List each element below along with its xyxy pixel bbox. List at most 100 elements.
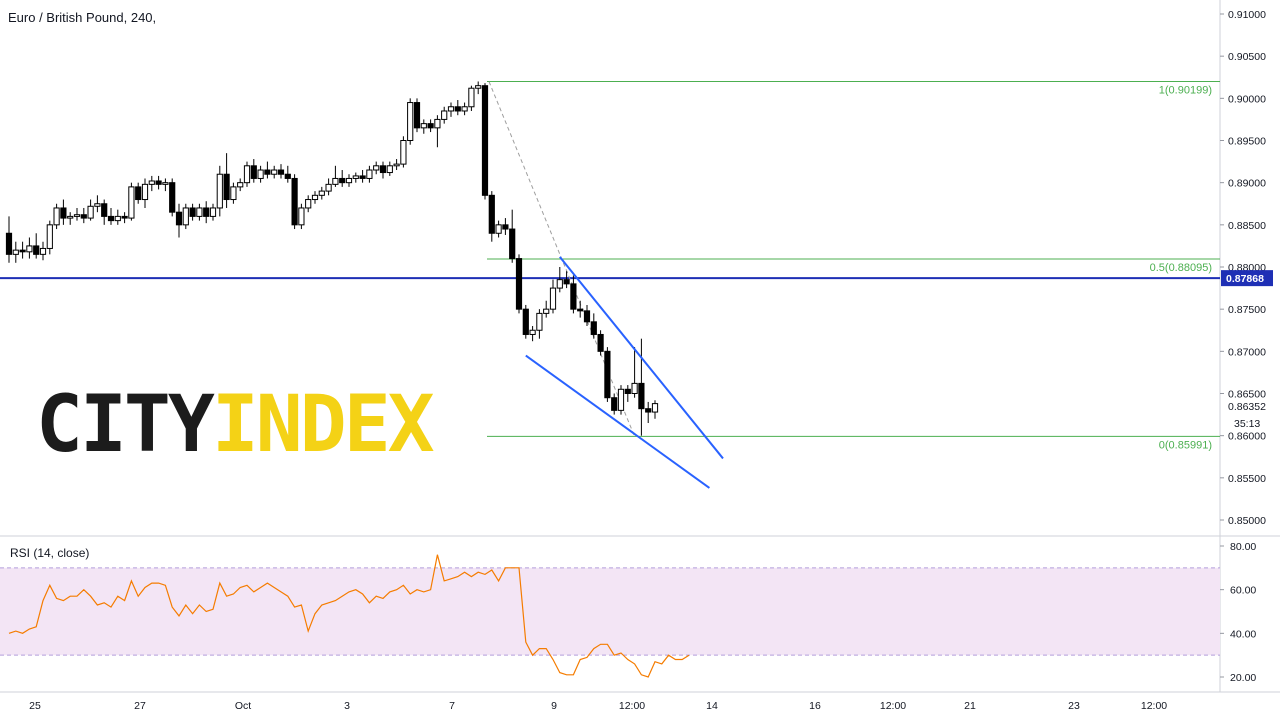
fib-level-label: 1(0.90199) — [1159, 85, 1212, 97]
candle-up — [529, 329, 536, 335]
candle-up — [26, 245, 33, 253]
candle-down — [624, 388, 631, 394]
candle-up — [148, 180, 155, 185]
candle-down — [107, 215, 115, 222]
candle-up — [39, 247, 47, 255]
rsi-title: RSI (14, close) — [10, 546, 90, 560]
price-tick-label: 0.86000 — [1228, 431, 1266, 443]
candle-down — [291, 177, 298, 226]
candle-up — [441, 110, 448, 120]
candle-down — [509, 228, 516, 260]
candle-up — [536, 312, 543, 331]
current-price-label: 0.86352 — [1228, 401, 1266, 413]
candle-up — [495, 224, 502, 234]
time-tick-label: 27 — [134, 700, 146, 712]
candle-up — [298, 207, 305, 226]
candle-down — [488, 194, 495, 234]
city-index-logo: CITYINDEX — [36, 386, 435, 464]
candle-up — [257, 169, 264, 179]
horizontal-level-value: 0.87868 — [1226, 273, 1264, 285]
time-tick-label: 9 — [551, 700, 557, 712]
candle-down — [277, 169, 285, 175]
candle-down — [563, 279, 570, 285]
candle-up — [468, 87, 475, 108]
rsi-tick-label: 40.00 — [1230, 628, 1256, 640]
time-tick-label: 23 — [1068, 700, 1080, 712]
candle-down — [203, 207, 210, 217]
candle-down — [80, 214, 87, 219]
candle-up — [407, 102, 414, 142]
candle-down — [175, 211, 183, 226]
price-tick-label: 0.90500 — [1228, 51, 1266, 63]
candle-down — [577, 308, 584, 312]
candle-up — [651, 403, 659, 413]
price-tick-label: 0.89500 — [1228, 136, 1266, 148]
candle-up — [631, 382, 638, 395]
fib-level-label: 0(0.85991) — [1159, 439, 1212, 451]
candle-up — [318, 190, 325, 196]
candle-up — [325, 183, 332, 192]
price-tick-label: 0.85500 — [1228, 473, 1266, 485]
candle-up — [216, 173, 223, 209]
candle-down — [169, 182, 176, 213]
candle-up — [311, 194, 319, 201]
rsi-line — [8, 554, 690, 678]
candle-up — [209, 207, 217, 217]
price-tick-label: 0.85000 — [1228, 515, 1266, 527]
candle-up — [53, 207, 60, 226]
candle-down — [604, 350, 611, 399]
candle-up — [271, 169, 278, 175]
rsi-tick-label: 20.00 — [1230, 672, 1256, 684]
candle-down — [101, 203, 108, 217]
candle-down — [5, 232, 13, 255]
candle-down — [413, 102, 421, 129]
candle-up — [366, 169, 373, 179]
candle-up — [67, 215, 74, 219]
candle-down — [502, 224, 509, 230]
candle-down — [379, 165, 387, 174]
candle-up — [237, 182, 244, 188]
candle-up — [230, 186, 237, 201]
candle-up — [46, 224, 53, 249]
candle-up — [12, 249, 19, 255]
candle-up — [352, 175, 359, 179]
candle-down — [515, 258, 523, 310]
price-tick-label: 0.87000 — [1228, 346, 1266, 358]
candle-up — [617, 388, 625, 411]
time-tick-label: 25 — [29, 700, 41, 712]
candle-up — [196, 207, 203, 217]
candle-up — [182, 207, 189, 226]
candle-down — [454, 106, 461, 112]
candle-up — [162, 182, 169, 185]
candle-down — [284, 173, 291, 179]
candle-up — [94, 203, 101, 207]
candle-up — [447, 106, 455, 112]
candle-down — [60, 207, 67, 219]
candle-up — [543, 308, 550, 314]
price-tick-label: 0.91000 — [1228, 9, 1266, 21]
logo-city: CITY — [36, 380, 215, 470]
candle-up — [373, 165, 380, 171]
price-tick-label: 0.89000 — [1228, 178, 1266, 190]
candle-up — [393, 163, 400, 167]
wedge-upper-line — [559, 256, 724, 460]
time-tick-label: 7 — [449, 700, 455, 712]
candle-up — [386, 165, 393, 174]
candle-up — [420, 123, 427, 129]
candle-up — [461, 106, 468, 112]
fib-level-label: 0.5(0.88095) — [1150, 262, 1212, 274]
time-tick-label: 12:00 — [1141, 700, 1167, 712]
candle-down — [189, 207, 196, 217]
candle-up — [434, 118, 441, 129]
candle-down — [583, 310, 591, 323]
candle-up — [87, 205, 94, 219]
time-tick-label: Oct — [235, 700, 251, 712]
candle-down — [570, 283, 577, 310]
candle-down — [522, 308, 529, 335]
time-tick-label: 12:00 — [619, 700, 645, 712]
candle-down — [339, 177, 346, 184]
price-tick-label: 0.88500 — [1228, 220, 1266, 232]
candle-down — [359, 175, 366, 179]
time-tick-label: 3 — [344, 700, 350, 712]
